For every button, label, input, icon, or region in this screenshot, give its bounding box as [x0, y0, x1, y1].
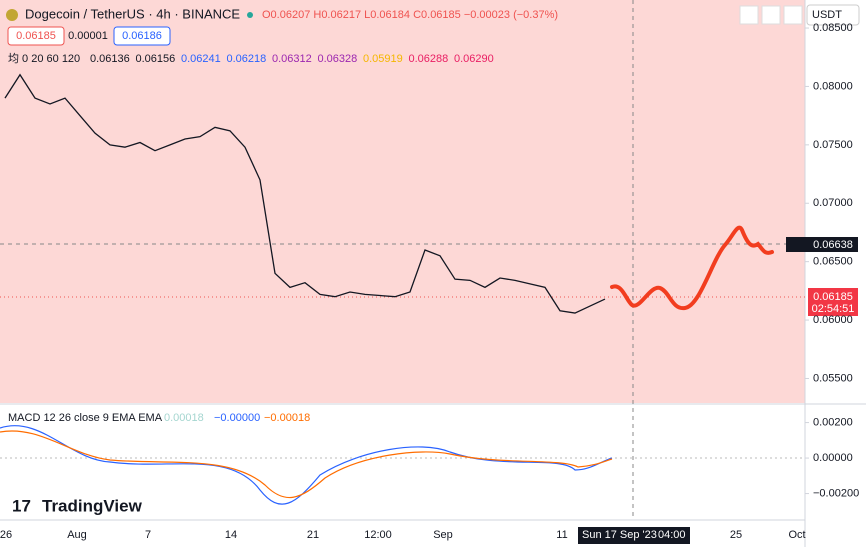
ma-value: 0.05919 [363, 53, 403, 65]
y-tick-label: 0.06000 [813, 314, 853, 326]
countdown: 02:54:51 [812, 303, 855, 315]
ma-value: 0.06288 [409, 53, 449, 65]
ohlc: O0.06207 H0.06217 L0.06184 C0.06185 −0.0… [262, 9, 558, 21]
ask-box[interactable] [113, 26, 171, 46]
brand-logo: 17 [12, 496, 31, 515]
x-tick-label: 25 [730, 529, 742, 541]
macd-value: 0.00018 [164, 412, 204, 424]
btn-max[interactable] [783, 5, 803, 25]
y-tick-label: 0.08000 [813, 80, 853, 92]
bid-box[interactable] [7, 26, 65, 46]
macd-label: MACD 12 26 close 9 EMA EMA [8, 412, 163, 424]
y-tick-label: 0.00000 [813, 452, 853, 464]
ask: 0.06186 [122, 30, 162, 42]
status-dot [247, 12, 253, 18]
ma-value: 0.06290 [454, 53, 494, 65]
y-tick-label: 0.05500 [813, 372, 853, 384]
ma-value: 0.06312 [272, 53, 312, 65]
last-price-badge [808, 288, 858, 316]
x-tick-label: Oct [788, 529, 805, 541]
bid: 0.06185 [16, 30, 56, 42]
price-line [4, 73, 606, 314]
ma-value: 0.06136 [90, 53, 130, 65]
y-tick-label: −0.00200 [813, 487, 859, 499]
price-pane [0, 0, 805, 403]
ma-value: 0.06241 [181, 53, 221, 65]
signal-line [0, 430, 613, 499]
last-price: 0.06185 [813, 291, 853, 303]
coin-icon [6, 9, 18, 21]
ma-label: 均 0 20 60 120 [8, 52, 80, 65]
x-tick-label: 21 [307, 529, 319, 541]
y-tick-label: 0.07000 [813, 197, 853, 209]
drawing [610, 225, 774, 311]
y-tick-label: 0.06500 [813, 256, 853, 268]
x-tick-label: 14 [225, 529, 237, 541]
x-tick-label: Aug [67, 529, 87, 541]
btn-close[interactable] [761, 5, 781, 25]
y-tick-label: 0.07500 [813, 139, 853, 151]
x-tick-label: Sep [433, 529, 453, 541]
brand: TradingView [42, 496, 143, 515]
y-tick-label: 0.00200 [813, 416, 853, 428]
currency-select[interactable] [806, 4, 860, 26]
ma-value: 0.06218 [227, 53, 267, 65]
crosshair-time-badge [578, 527, 690, 544]
x-tick-label: 11 [556, 529, 567, 541]
x-tick-label: 26 [0, 529, 12, 541]
crosshair-price: 0.06638 [813, 239, 853, 251]
crosshair-price-badge [786, 237, 858, 252]
symbol: Dogecoin / TetherUS · 4h · BINANCE [25, 6, 240, 21]
spread: 0.00001 [68, 30, 108, 42]
ma-value: 0.06156 [136, 53, 176, 65]
macd-value: −0.00018 [264, 412, 310, 424]
x-tick-label: 12:00 [364, 529, 392, 541]
crosshair-hour: 04:00 [658, 529, 686, 541]
crosshair-date: Sun 17 Sep '23 [582, 529, 657, 541]
y-tick-label: 0.08500 [813, 22, 853, 34]
btn-down[interactable] [739, 5, 759, 25]
macd-line [0, 425, 613, 505]
x-tick-label: 7 [145, 529, 151, 541]
ma-value: 0.06328 [318, 53, 358, 65]
macd-value: −0.00000 [214, 412, 260, 424]
currency: USDT [812, 9, 842, 21]
